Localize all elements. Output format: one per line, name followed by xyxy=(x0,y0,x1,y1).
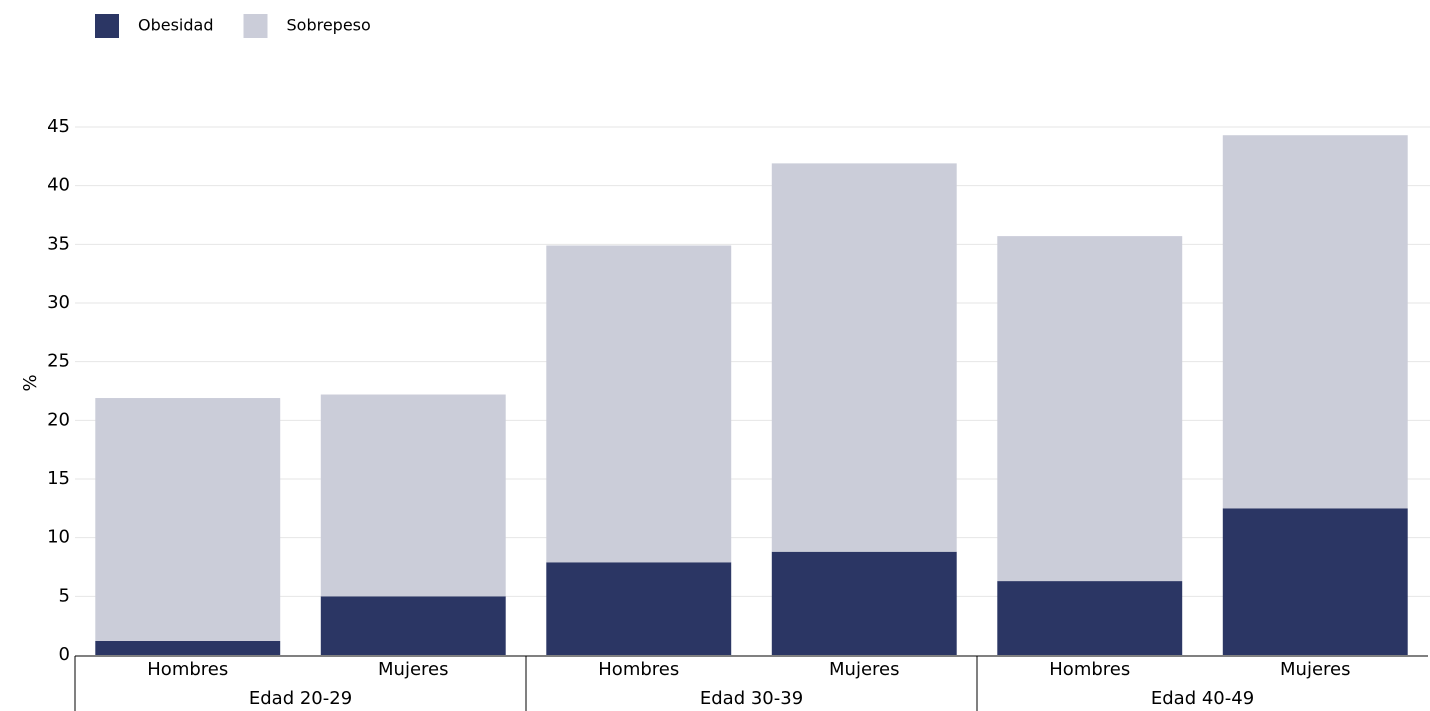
y-tick-label: 0 xyxy=(59,644,70,665)
group-label: Edad 40-49 xyxy=(1151,688,1254,709)
bar-obesidad xyxy=(95,640,281,655)
y-tick-label: 10 xyxy=(47,527,70,548)
legend-label: Sobrepeso xyxy=(287,16,371,35)
x-tick-label: Mujeres xyxy=(1280,659,1350,680)
y-axis: 0 5 10 15 20 25 30 35 40 45 xyxy=(47,116,70,665)
x-tick-label: Hombres xyxy=(1049,659,1130,680)
bar-obesidad xyxy=(771,551,957,655)
group-label: Edad 30-39 xyxy=(700,688,803,709)
group-label: Edad 20-29 xyxy=(249,688,352,709)
x-tick-label: Mujeres xyxy=(829,659,899,680)
y-tick-label: 35 xyxy=(47,233,70,254)
bar-sobrepeso xyxy=(546,245,732,563)
legend-swatch xyxy=(243,14,268,38)
y-tick-label: 5 xyxy=(59,585,70,606)
bar-sobrepeso xyxy=(1222,135,1408,509)
y-tick-label: 30 xyxy=(47,292,70,313)
y-tick-label: 40 xyxy=(47,175,70,196)
x-axis: Hombres Mujeres Hombres Mujeres Hombres Mujer… xyxy=(74,655,1428,711)
bar-sobrepeso xyxy=(771,163,957,552)
x-tick-label: Hombres xyxy=(598,659,679,680)
bar-sobrepeso xyxy=(997,236,1183,582)
gridlines xyxy=(75,126,1430,597)
bars xyxy=(95,135,1408,655)
y-tick-label: 25 xyxy=(47,351,70,372)
legend: Obesidad Sobrepeso xyxy=(95,14,371,38)
bar-obesidad xyxy=(1222,508,1408,655)
bar-obesidad xyxy=(997,581,1183,655)
bar-sobrepeso xyxy=(95,398,281,641)
bar-obesidad xyxy=(320,596,506,655)
x-tick-label: Hombres xyxy=(147,659,228,680)
legend-swatch xyxy=(95,14,119,38)
bar-obesidad xyxy=(546,562,732,655)
y-tick-label: 45 xyxy=(47,116,70,137)
bar-sobrepeso xyxy=(320,394,506,597)
x-tick-label: Mujeres xyxy=(378,659,448,680)
y-tick-label: 20 xyxy=(47,409,70,430)
legend-label: Obesidad xyxy=(138,16,214,35)
y-axis-label: % xyxy=(20,374,41,391)
y-tick-label: 15 xyxy=(47,468,70,489)
